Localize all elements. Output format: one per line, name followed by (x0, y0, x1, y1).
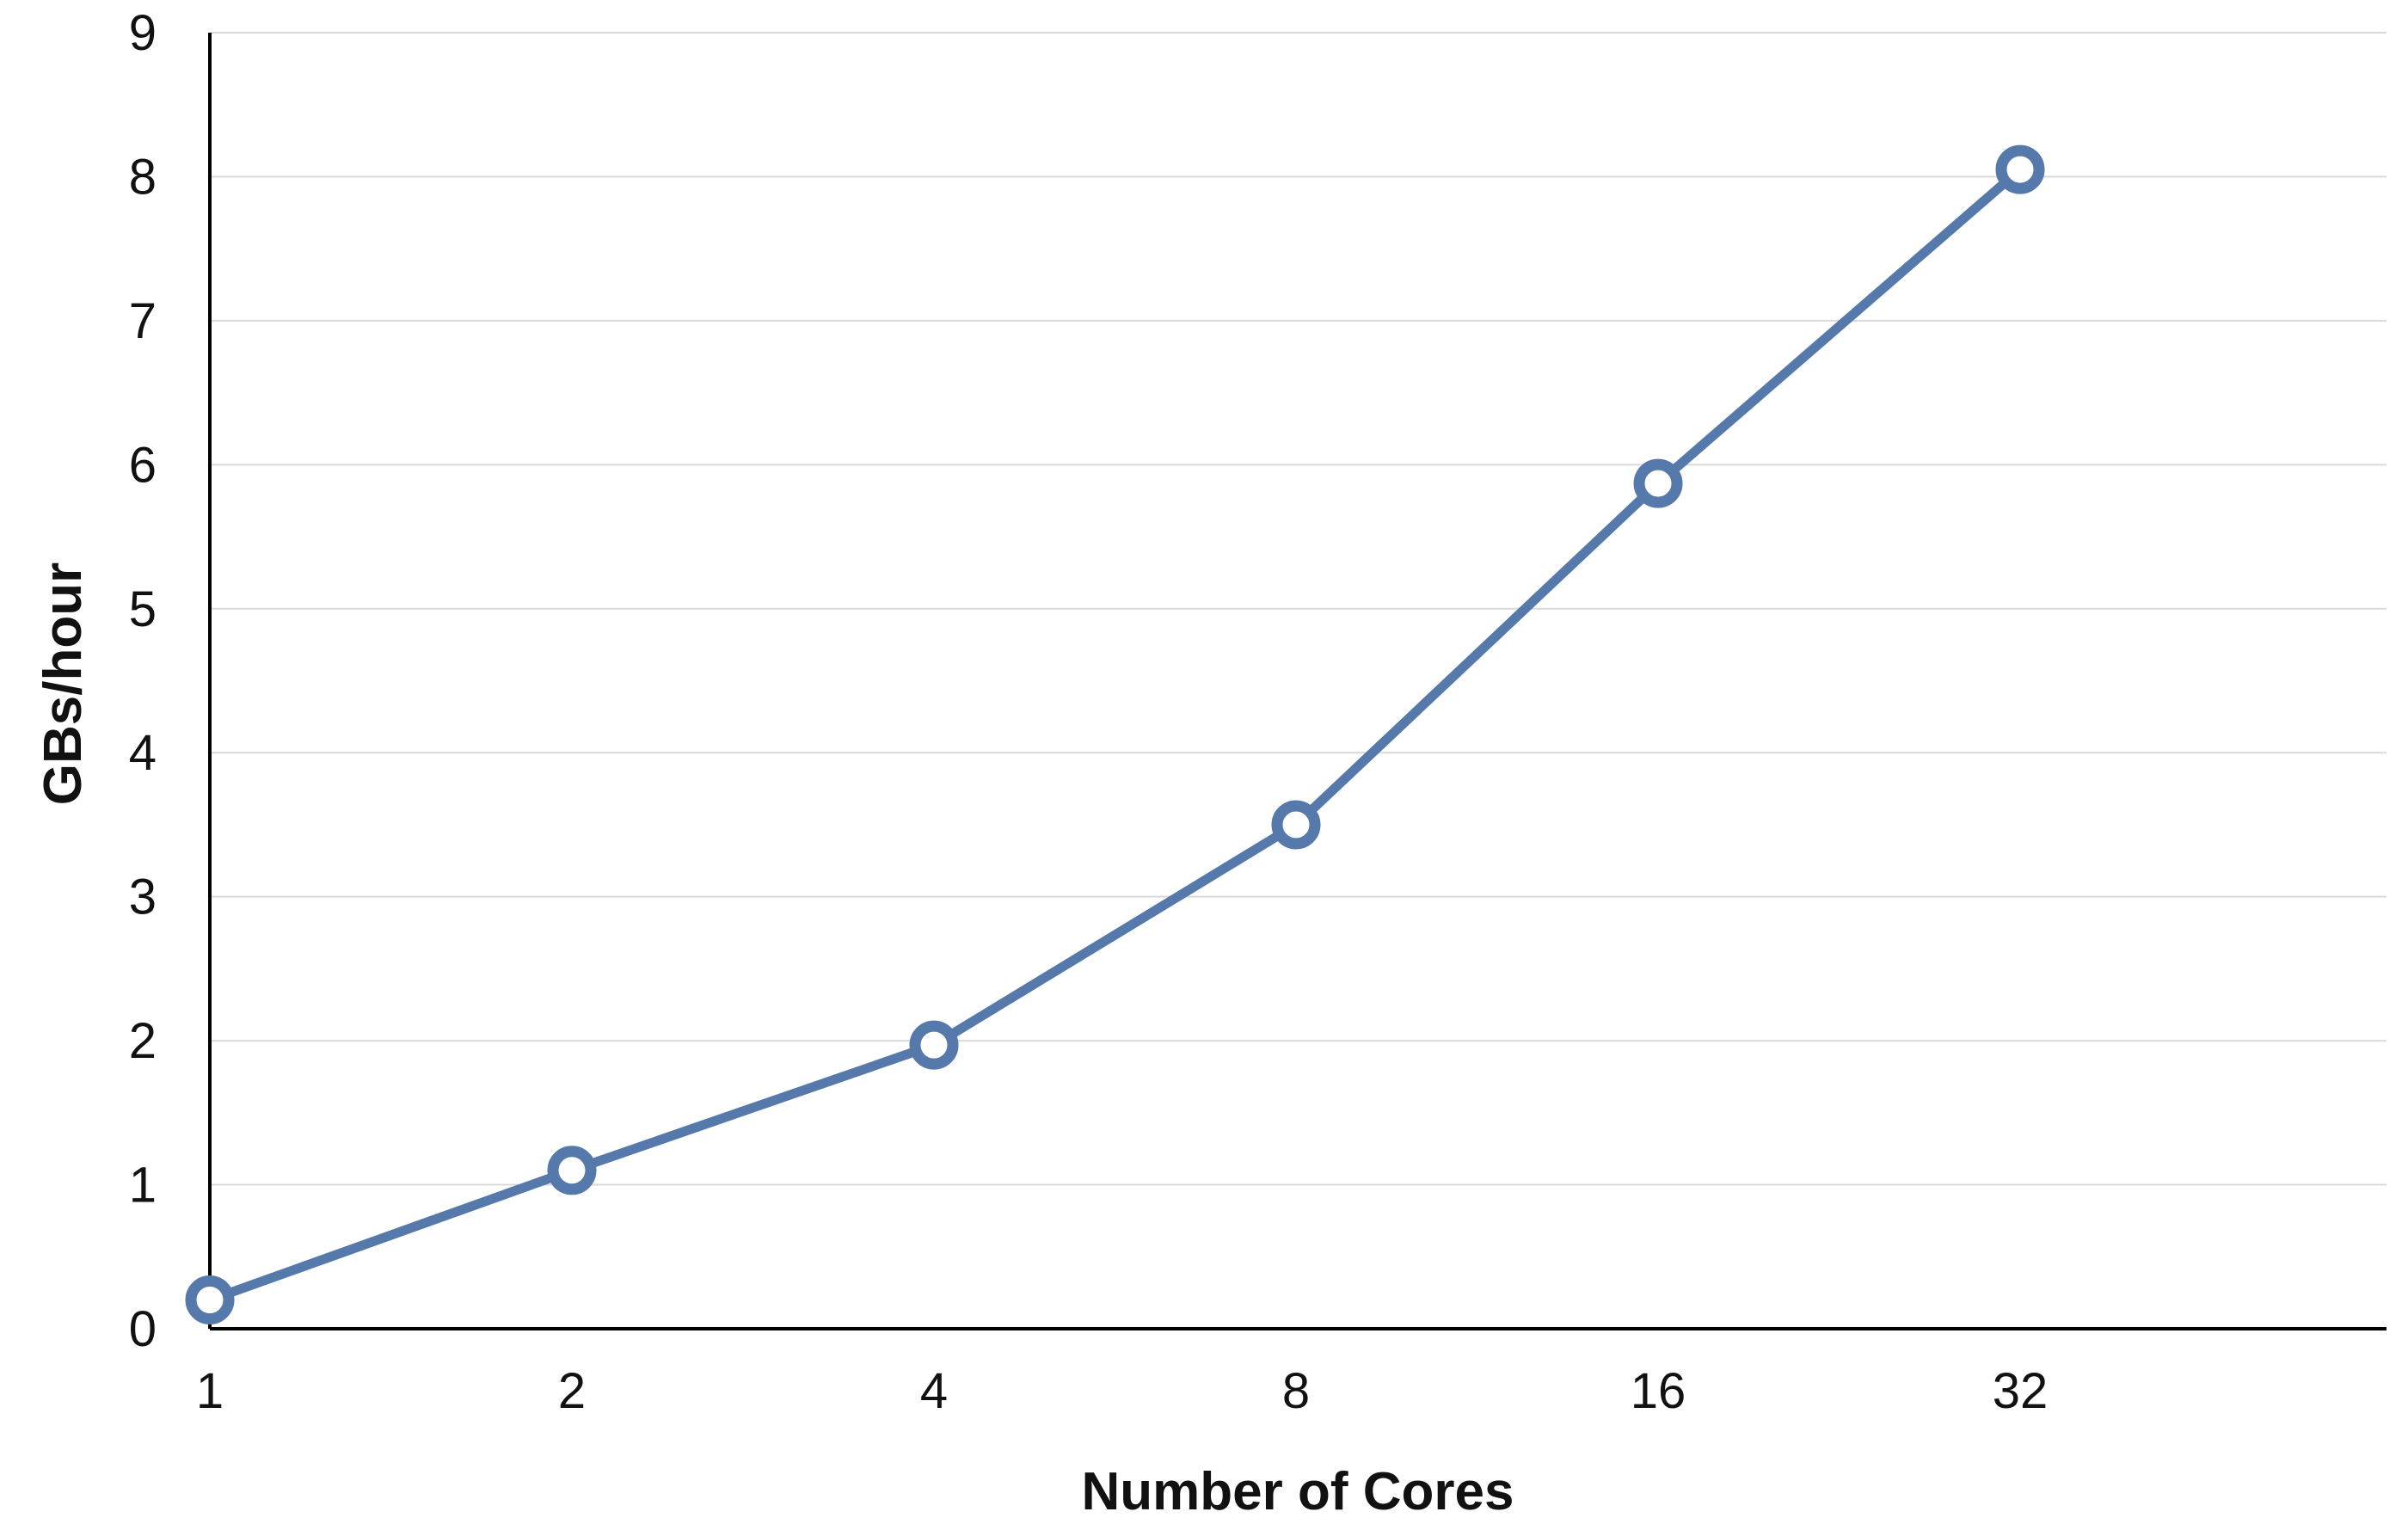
y-tick-label: 6 (129, 437, 157, 493)
data-point (1633, 458, 1683, 508)
y-tick-label: 2 (129, 1013, 157, 1069)
x-tick-label: 16 (1631, 1363, 1686, 1419)
x-tick-label: 4 (920, 1363, 948, 1419)
x-tick-label: 8 (1282, 1363, 1310, 1419)
series-line (205, 164, 2025, 1306)
data-point (547, 1146, 597, 1195)
gridlines (210, 32, 2386, 1186)
data-point (185, 1275, 235, 1325)
x-axis-title: Number of Cores (1082, 1462, 1514, 1521)
axes (208, 33, 2386, 1330)
x-tick-label: 32 (1993, 1363, 2049, 1419)
data-point (1995, 144, 2045, 194)
x-tick-labels: 1 2 4 8 16 32 (196, 1363, 2048, 1419)
y-tick-label: 1 (129, 1158, 157, 1214)
y-tick-label: 9 (129, 5, 157, 61)
y-tick-label: 0 (129, 1301, 157, 1357)
y-axis-title: GBs/hour (34, 562, 93, 805)
x-tick-label: 2 (558, 1363, 586, 1419)
y-tick-labels: 0 1 2 3 4 5 6 7 8 9 (129, 5, 157, 1357)
y-tick-label: 8 (129, 149, 157, 205)
data-point (1271, 800, 1321, 850)
y-tick-label: 7 (129, 293, 157, 349)
y-tick-label: 5 (129, 581, 157, 637)
y-tick-label: 3 (129, 870, 157, 925)
series (185, 144, 2045, 1325)
x-tick-label: 1 (196, 1363, 224, 1419)
y-tick-label: 4 (129, 725, 157, 781)
data-point (909, 1020, 959, 1070)
